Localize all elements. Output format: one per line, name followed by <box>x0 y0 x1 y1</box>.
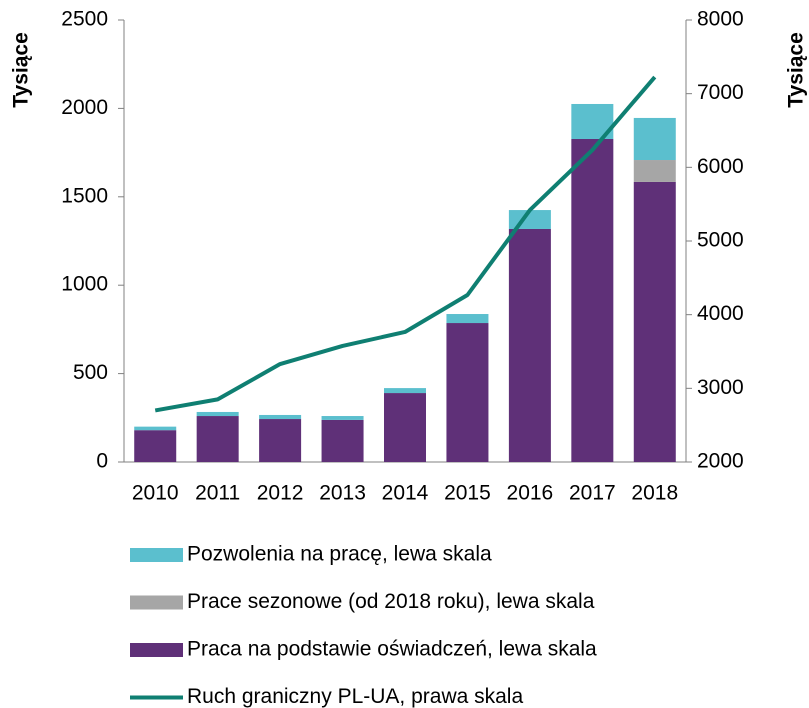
bar-segment <box>321 416 364 420</box>
bar-segment <box>508 228 551 462</box>
bar-segment <box>259 414 302 420</box>
y-tick-label: 2000 <box>61 96 108 119</box>
y-tick-label: 2500 <box>61 8 108 31</box>
legend-label: Ruch graniczny PL-UA, prawa skala <box>187 685 523 708</box>
bar-segment <box>196 416 239 462</box>
bar-segment <box>633 160 676 182</box>
y-tick-label: 0 <box>96 450 108 473</box>
bar-segment <box>321 419 364 462</box>
line <box>154 75 657 413</box>
y2-tick-label: 8000 <box>697 8 744 31</box>
bar-segment <box>196 411 239 417</box>
y-axis-title: Tysiące <box>10 32 33 108</box>
bar-segment <box>571 138 614 463</box>
x-tick-label: 2014 <box>382 482 429 505</box>
legend-label: Prace sezonowe (od 2018 roku), lewa skal… <box>187 590 595 613</box>
bar-segment <box>384 388 426 394</box>
y-tick-label: 500 <box>73 361 108 384</box>
y-tick-label: 1500 <box>61 184 108 207</box>
y2-tick-label: 7000 <box>697 81 744 104</box>
x-tick-label: 2011 <box>195 482 240 505</box>
y2-tick-label: 3000 <box>697 376 744 399</box>
y2-tick-label: 6000 <box>697 155 744 178</box>
x-tick-label: 2015 <box>444 482 491 505</box>
x-tick-label: 2016 <box>507 482 554 505</box>
bar-segment <box>384 393 426 462</box>
y-tick-label: 1000 <box>61 273 108 296</box>
x-tick-label: 2012 <box>257 482 304 505</box>
y2-tick-label: 4000 <box>697 302 744 325</box>
legend-label: Praca na podstawie oświadczeń, lewa skal… <box>187 638 597 661</box>
x-tick-label: 2010 <box>132 482 179 505</box>
legend-label: Pozwolenia na pracę, lewa skala <box>187 543 492 566</box>
x-tick-label: 2017 <box>569 482 616 505</box>
bar-segment <box>446 323 489 462</box>
bar-segment <box>259 419 302 462</box>
x-tick-label: 2013 <box>319 482 366 505</box>
x-tick-label: 2018 <box>631 482 678 505</box>
bar-segment <box>633 117 676 161</box>
legend-swatch <box>130 595 183 610</box>
bar-segment <box>633 181 676 463</box>
bar-segment <box>134 430 177 462</box>
y2-tick-label: 5000 <box>697 229 744 252</box>
legend-swatch <box>130 548 183 562</box>
legend-swatch <box>130 643 183 657</box>
bar-segment <box>446 314 489 324</box>
y2-tick-label: 2000 <box>697 450 744 473</box>
bar-segment <box>134 426 177 431</box>
y2-axis-title: Tysiące <box>785 32 808 108</box>
